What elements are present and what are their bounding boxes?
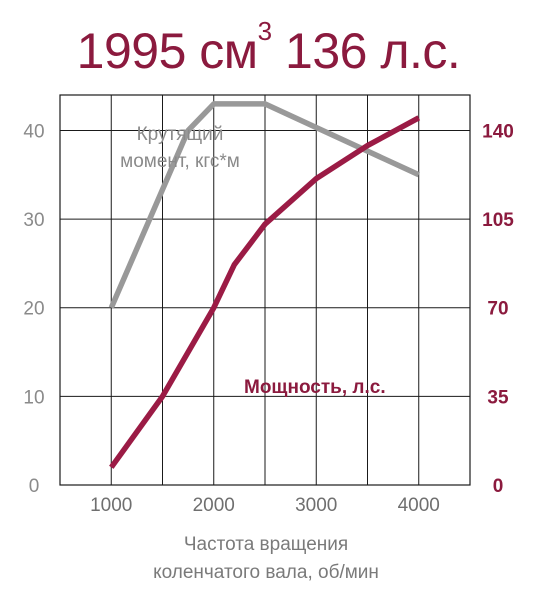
power-series-line xyxy=(109,115,421,469)
y-right-tick-label: 105 xyxy=(482,210,514,231)
torque-series-line xyxy=(108,101,420,309)
title-main-after: 136 л.с. xyxy=(271,23,461,79)
torque-label-line1: Крутящий xyxy=(137,124,224,145)
x-axis-label-line1: Частота вращения xyxy=(184,534,348,555)
y-left-tick-label: 0 xyxy=(29,476,40,497)
x-tick-label: 4000 xyxy=(398,495,440,516)
y-left-tick-label: 10 xyxy=(23,387,44,408)
y-left-tick-label: 30 xyxy=(23,210,44,231)
x-axis-label-line2: коленчатого вала, об/мин xyxy=(153,562,379,583)
y-left-tick-label: 40 xyxy=(23,121,44,142)
power-label: Мощность, л.с. xyxy=(244,377,386,398)
title-main-before: 1995 см xyxy=(76,23,259,79)
chart-lines xyxy=(108,101,421,469)
y-right-tick-label: 140 xyxy=(482,121,514,142)
chart-grid xyxy=(59,94,471,486)
y-left-tick-label: 20 xyxy=(23,299,44,320)
torque-label-line2: момент, кгс*м xyxy=(120,151,240,172)
y-right-tick-label: 0 xyxy=(493,476,504,497)
y-right-tick-label: 35 xyxy=(487,387,509,408)
x-tick-label: 2000 xyxy=(193,495,235,516)
chart-ticks: 0 10 20 30 40 0 35 70 105 140 1000 2000 3000 4000 xyxy=(23,121,514,516)
x-tick-label: 3000 xyxy=(295,495,337,516)
x-tick-label: 1000 xyxy=(90,495,132,516)
title-superscript: 3 xyxy=(257,16,272,46)
page-title: 1995 см3 136 л.с. xyxy=(0,18,537,80)
y-right-tick-label: 70 xyxy=(487,299,508,320)
